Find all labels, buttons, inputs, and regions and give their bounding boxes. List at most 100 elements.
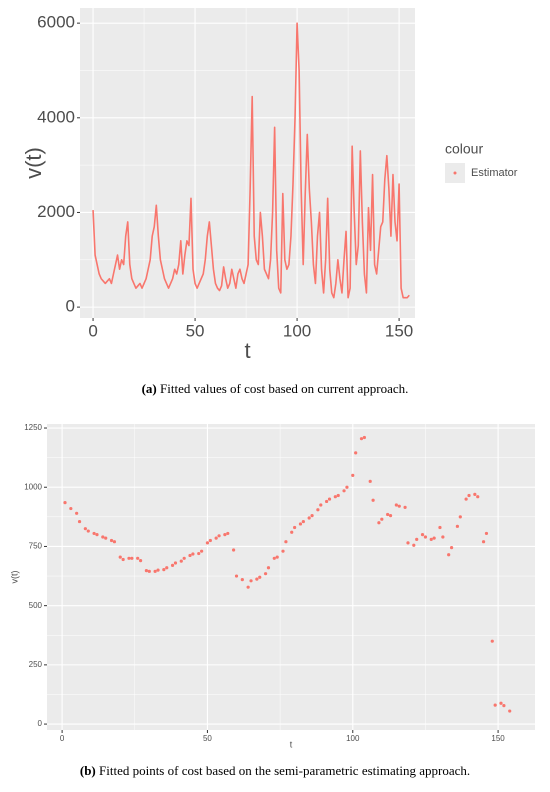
data-point [319,503,323,507]
data-point [240,578,244,582]
data-point [179,559,183,563]
data-point [249,579,253,583]
data-point [293,525,297,530]
y-tick-label: 1000 [24,482,42,491]
data-point [95,533,99,537]
legend-marker [453,171,457,175]
data-point [345,485,349,489]
y-axis-title: v(t) [9,571,19,584]
y-tick-label: 6000 [37,13,75,32]
data-point [502,704,506,708]
data-point [118,555,122,559]
data-point [156,568,160,572]
data-point [388,514,393,518]
data-point [75,511,79,515]
data-point [333,495,337,499]
data-point [127,556,131,560]
y-tick-label: 0 [66,297,75,316]
x-axis-title: t [290,739,293,749]
data-point [130,556,134,560]
x-tick-label: 0 [60,734,65,743]
data-point [136,556,140,560]
data-point [458,515,462,519]
caption-label: (b) [80,763,96,778]
data-point [377,521,381,525]
data-point [362,435,366,440]
data-point [394,503,398,507]
data-point [101,535,105,539]
y-tick-label: 1250 [24,423,42,432]
panel [47,424,535,730]
data-point [272,556,276,560]
caption-text: Fitted points of cost based on the semi-… [96,763,470,778]
data-point [438,525,442,530]
data-point [144,569,149,573]
y-tick-label: 2000 [37,202,75,221]
data-point [490,639,494,643]
data-point [284,540,288,544]
data-point [371,498,375,502]
data-point [412,543,416,547]
data-point [63,501,67,505]
x-tick-label: 150 [491,734,505,743]
data-point [214,536,218,540]
data-point [263,572,268,576]
x-tick-label: 100 [283,322,311,341]
y-tick-label: 4000 [37,107,75,126]
data-point [473,492,477,496]
data-point [147,569,151,573]
data-point [336,493,340,498]
data-point [69,506,73,511]
data-point [476,495,480,499]
data-point [423,535,428,539]
data-point [403,505,407,509]
data-point [104,536,108,540]
data-point [499,701,503,705]
x-tick-label: 0 [88,322,97,341]
data-point [397,504,401,508]
data-point [208,538,212,543]
y-tick-label: 500 [29,601,43,610]
data-point [415,537,419,541]
data-point [380,517,384,521]
data-point [162,568,166,572]
data-point [188,553,192,558]
y-tick-label: 250 [29,660,43,669]
data-point [234,574,239,578]
data-point [447,553,451,557]
data-point [281,549,285,553]
data-point [325,499,329,504]
legend-label: Estimator [471,167,518,179]
data-point [508,709,512,713]
data-point [298,522,303,526]
data-point [467,493,471,498]
data-point [200,549,204,553]
x-tick-label: 50 [203,734,212,743]
data-point [342,489,346,493]
data-point [109,538,114,543]
y-axis-title: v(t) [21,147,46,179]
data-point [191,552,195,556]
data-point [307,516,311,520]
data-point [121,557,125,562]
caption-text: Fitted values of cost based on current a… [157,381,409,396]
data-point [420,533,425,537]
data-point [258,575,262,579]
data-point [484,531,489,536]
data-point [429,537,433,541]
data-point [493,703,497,707]
data-point [406,541,410,545]
data-point [112,540,117,544]
data-point [226,531,230,536]
x-axis-title: t [244,338,250,363]
y-tick-label: 750 [29,542,43,551]
data-point [182,556,186,560]
legend-title: colour [445,141,483,157]
data-line [92,22,410,299]
data-point [246,585,250,589]
caption-b: (b) Fitted points of cost based on the s… [80,763,470,778]
data-point [464,497,468,501]
data-point [386,512,390,517]
x-tick-label: 150 [385,322,413,341]
data-point [441,535,445,539]
